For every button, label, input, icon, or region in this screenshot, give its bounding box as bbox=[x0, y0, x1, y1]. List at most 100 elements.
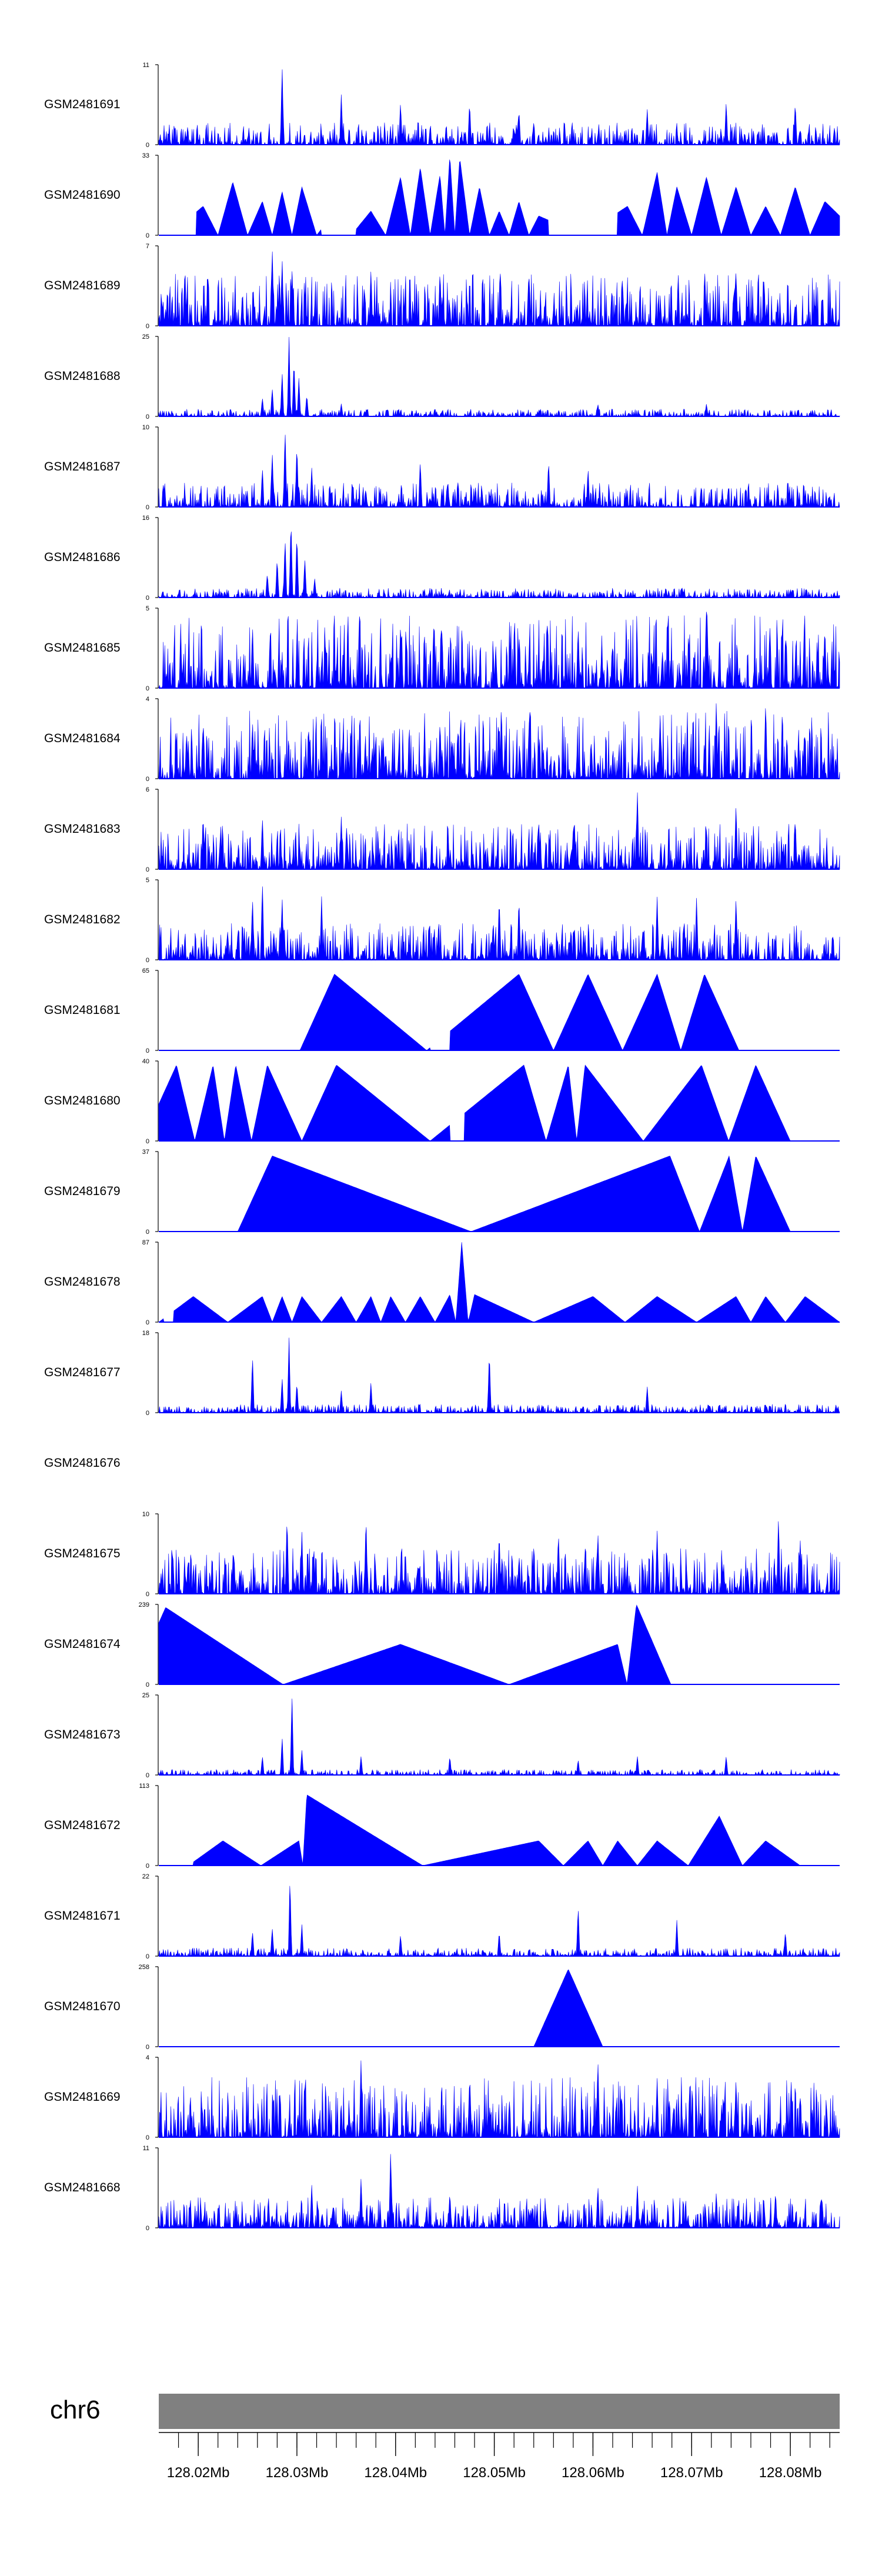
y-min-label: 0 bbox=[146, 2044, 149, 2051]
track-label: GSM2481671 bbox=[44, 1909, 121, 1923]
coverage-area bbox=[158, 336, 840, 418]
track-GSM2481675: GSM2481675 10 0 bbox=[44, 1511, 840, 1598]
track-label: GSM2481678 bbox=[44, 1275, 121, 1289]
y-min-label: 0 bbox=[146, 1863, 149, 1870]
y-min-label: 0 bbox=[146, 1319, 149, 1326]
coverage-area bbox=[158, 2060, 840, 2138]
coverage-area bbox=[158, 1337, 840, 1414]
track-GSM2481681: GSM2481681 65 0 bbox=[44, 967, 840, 1055]
track-GSM2481674: GSM2481674 239 0 bbox=[44, 1601, 840, 1689]
track-label: GSM2481675 bbox=[44, 1547, 121, 1560]
track-GSM2481690: GSM2481690 33 0 bbox=[44, 152, 840, 239]
y-min-label: 0 bbox=[146, 1681, 149, 1689]
x-tick-label: 128.06Mb bbox=[562, 2465, 624, 2481]
coverage-area bbox=[158, 251, 840, 327]
track-label: GSM2481685 bbox=[44, 641, 121, 655]
y-min-label: 0 bbox=[146, 2225, 149, 2232]
y-min-label: 0 bbox=[146, 142, 149, 149]
track-GSM2481688: GSM2481688 25 0 bbox=[44, 333, 840, 421]
track-GSM2481676: GSM2481676 bbox=[44, 1456, 121, 1470]
y-max-label: 113 bbox=[139, 1783, 149, 1790]
coverage-area bbox=[159, 159, 840, 236]
track-GSM2481673: GSM2481673 25 0 bbox=[44, 1692, 840, 1779]
y-min-label: 0 bbox=[146, 1591, 149, 1598]
y-min-label: 0 bbox=[146, 866, 149, 873]
coverage-area bbox=[158, 792, 840, 870]
coverage-area bbox=[158, 1242, 840, 1323]
track-GSM2481668: GSM2481668 11 0 bbox=[44, 2145, 840, 2232]
track-GSM2481682: GSM2481682 5 0 bbox=[44, 877, 840, 964]
track-label: GSM2481686 bbox=[44, 550, 121, 564]
y-min-label: 0 bbox=[146, 504, 149, 511]
y-max-label: 5 bbox=[146, 605, 149, 612]
y-max-label: 5 bbox=[146, 877, 149, 884]
track-GSM2481691: GSM2481691 11 0 bbox=[44, 62, 840, 149]
y-max-label: 258 bbox=[139, 1964, 149, 1971]
track-label: GSM2481681 bbox=[44, 1003, 121, 1017]
y-max-label: 65 bbox=[142, 967, 149, 975]
y-max-label: 25 bbox=[142, 1692, 149, 1699]
track-GSM2481678: GSM2481678 87 0 bbox=[44, 1239, 840, 1326]
track-label: GSM2481668 bbox=[44, 2181, 121, 2194]
y-min-label: 0 bbox=[146, 1953, 149, 1960]
y-max-label: 4 bbox=[146, 696, 149, 703]
track-label: GSM2481687 bbox=[44, 460, 121, 473]
track-GSM2481671: GSM2481671 22 0 bbox=[44, 1873, 840, 1960]
coverage-area bbox=[158, 1521, 840, 1595]
y-max-label: 4 bbox=[146, 2054, 149, 2061]
y-max-label: 25 bbox=[142, 333, 149, 341]
track-GSM2481684: GSM2481684 4 0 bbox=[44, 696, 840, 783]
coverage-area bbox=[158, 1886, 840, 1957]
y-min-label: 0 bbox=[146, 1138, 149, 1145]
y-min-label: 0 bbox=[146, 776, 149, 783]
y-max-label: 239 bbox=[139, 1601, 149, 1609]
y-max-label: 11 bbox=[143, 2145, 149, 2152]
track-GSM2481680: GSM2481680 40 0 bbox=[44, 1058, 840, 1145]
y-min-label: 0 bbox=[146, 413, 149, 421]
y-max-label: 11 bbox=[143, 62, 149, 69]
track-label: GSM2481682 bbox=[44, 913, 121, 926]
track-GSM2481679: GSM2481679 37 0 bbox=[44, 1149, 840, 1236]
track-label: GSM2481691 bbox=[44, 98, 121, 111]
y-max-label: 40 bbox=[142, 1058, 149, 1065]
track-label: GSM2481669 bbox=[44, 2090, 121, 2104]
y-min-label: 0 bbox=[146, 1229, 149, 1236]
coverage-area bbox=[158, 2154, 840, 2229]
track-GSM2481683: GSM2481683 6 0 bbox=[44, 786, 840, 873]
y-min-label: 0 bbox=[146, 685, 149, 692]
track-label: GSM2481680 bbox=[44, 1094, 121, 1107]
coverage-area bbox=[158, 886, 840, 961]
x-tick-label: 128.05Mb bbox=[463, 2465, 526, 2481]
x-tick-label: 128.02Mb bbox=[167, 2465, 230, 2481]
y-max-label: 7 bbox=[146, 243, 149, 250]
track-GSM2481677: GSM2481677 18 0 bbox=[44, 1330, 840, 1417]
coverage-area bbox=[159, 1155, 840, 1232]
y-max-label: 37 bbox=[142, 1149, 149, 1156]
coverage-area bbox=[158, 435, 840, 508]
track-label: GSM2481677 bbox=[44, 1366, 121, 1379]
y-min-label: 0 bbox=[146, 323, 149, 330]
coverage-area bbox=[158, 1699, 840, 1776]
track-label: GSM2481683 bbox=[44, 822, 121, 836]
x-tick-label: 128.03Mb bbox=[266, 2465, 329, 2481]
y-max-label: 22 bbox=[142, 1873, 149, 1880]
coverage-area bbox=[158, 69, 840, 146]
track-GSM2481672: GSM2481672 113 0 bbox=[44, 1783, 840, 1870]
track-label: GSM2481674 bbox=[44, 1637, 121, 1651]
y-max-label: 87 bbox=[142, 1239, 149, 1246]
y-min-label: 0 bbox=[146, 1047, 149, 1055]
y-max-label: 16 bbox=[142, 515, 149, 522]
ideogram-bar bbox=[159, 2394, 840, 2429]
y-min-label: 0 bbox=[146, 595, 149, 602]
y-max-label: 10 bbox=[142, 424, 149, 431]
y-min-label: 0 bbox=[146, 232, 149, 239]
track-GSM2481670: GSM2481670 258 0 bbox=[44, 1964, 840, 2051]
track-label: GSM2481688 bbox=[44, 369, 121, 383]
coverage-area bbox=[159, 1794, 840, 1866]
y-min-label: 0 bbox=[146, 1772, 149, 1779]
track-label: GSM2481689 bbox=[44, 279, 121, 292]
coverage-area bbox=[158, 531, 840, 599]
coverage-area bbox=[158, 612, 840, 689]
